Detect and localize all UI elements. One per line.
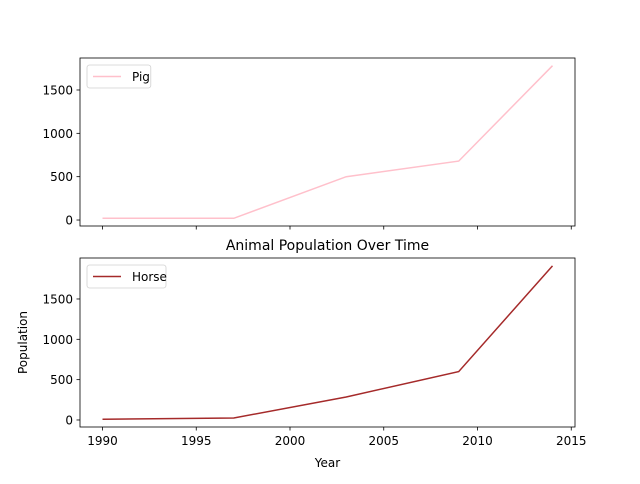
x-tick-label: 2005 [368, 434, 399, 448]
y-tick-label: 1500 [42, 83, 73, 97]
chart-title: Animal Population Over Time [226, 238, 429, 254]
legend-label: Horse [132, 270, 167, 284]
legend-label: Pig [132, 70, 150, 84]
y-tick-label: 0 [65, 413, 73, 427]
x-tick-label: 1995 [181, 434, 212, 448]
y-tick-label: 1000 [42, 333, 73, 347]
y-tick-label: 500 [50, 170, 73, 184]
y-tick-label: 500 [50, 373, 73, 387]
legend: Pig [87, 65, 151, 88]
legend: Horse [87, 265, 167, 288]
top-axes-pig: 0 500 1000 1500 Pig [42, 58, 575, 230]
axes-frame [80, 58, 575, 226]
x-tick-label: 2015 [556, 434, 587, 448]
x-tick-label: 1990 [87, 434, 118, 448]
series-line-horse [103, 266, 553, 419]
y-tick-label: 1500 [42, 292, 73, 306]
x-axis-label: Year [314, 456, 340, 470]
x-tick-label: 2000 [275, 434, 306, 448]
bottom-axes-horse: 1990 1995 2000 2005 2010 2015 0 500 1000 1500 Anim… [16, 238, 587, 470]
x-tick-label: 2010 [462, 434, 493, 448]
y-tick-label: 1000 [42, 127, 73, 141]
series-line-pig [103, 66, 553, 219]
y-tick-label: 0 [65, 214, 73, 228]
y-axis-label: Population [16, 311, 30, 374]
